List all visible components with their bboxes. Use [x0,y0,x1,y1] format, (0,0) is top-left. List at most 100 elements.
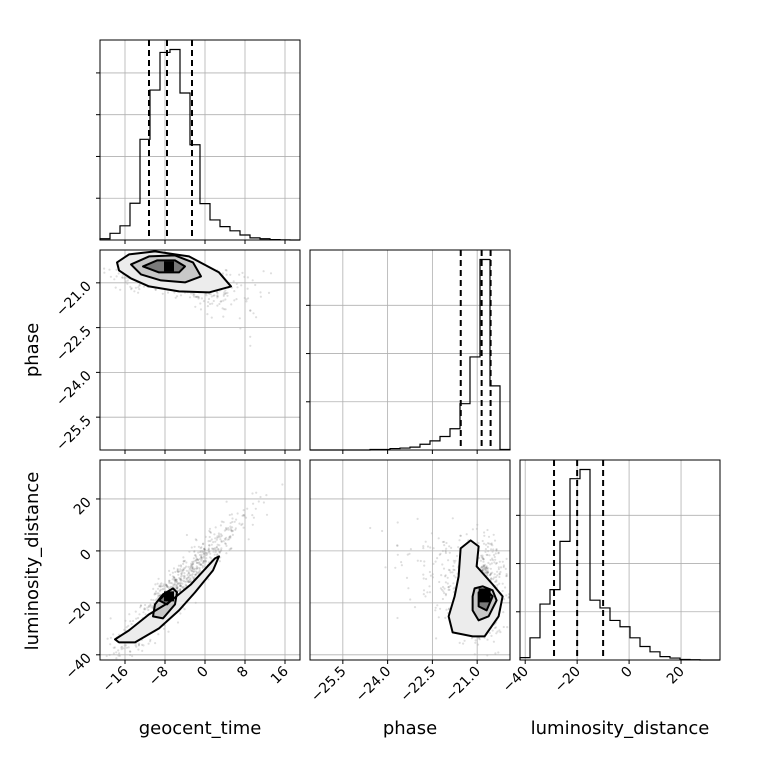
sample-point [216,294,219,297]
sample-point [174,580,177,583]
sample-point [452,565,455,568]
sample-point [229,536,232,539]
sample-point [443,540,446,544]
sample-point [486,569,489,572]
sample-point [262,270,265,273]
sample-point [135,617,138,620]
sample-point [451,571,454,574]
sample-point [495,561,498,565]
sample-point [193,560,196,563]
sample-point [447,586,450,589]
sample-point [173,583,176,587]
sample-point [181,570,184,573]
sample-point [247,297,250,300]
sample-point [222,315,225,318]
sample-point [183,566,187,570]
sample-point [173,577,176,580]
sample-point [183,576,186,579]
sample-point [484,566,487,569]
sample-point [216,304,219,307]
sample-point [218,551,221,554]
sample-point [183,559,187,562]
sample-point [251,523,254,526]
sample-point [443,587,446,590]
sample-point [178,584,181,588]
sample-point [217,536,220,539]
sample-point [489,574,492,577]
sample-point [486,638,489,641]
sample-point [486,553,489,557]
sample-point [166,291,170,294]
sample-point [216,536,219,540]
sample-point [495,579,498,582]
sample-point [180,578,183,581]
sample-point [208,544,211,547]
sample-point [502,565,505,569]
sample-point [159,583,162,586]
sample-point [492,553,496,557]
sample-point [210,538,213,541]
sample-point [486,574,489,577]
sample-point [212,299,215,303]
sample-point [191,573,194,576]
sample-point [176,567,179,571]
sample-point [492,640,495,643]
sample-point [483,565,486,568]
sample-point [422,577,425,580]
sample-point [485,567,488,570]
sample-point [137,644,140,647]
sample-point [206,305,209,308]
sample-point [498,575,501,579]
sample-point [125,626,128,629]
sample-point [452,582,455,585]
sample-point [222,294,225,297]
sample-point [103,267,106,270]
sample-point [191,567,194,570]
sample-point [454,559,457,562]
sample-point [478,638,481,641]
sample-point [197,551,200,554]
sample-point [474,639,477,642]
sample-point [144,603,147,607]
sample-point [132,619,135,623]
sample-point [439,607,442,610]
sample-point [176,621,180,624]
sample-point [501,560,504,563]
sample-point [445,547,448,550]
sample-point [185,584,188,587]
sample-point [212,548,215,551]
sample-point [447,588,450,592]
sample-point [157,633,160,636]
sample-point [137,291,140,294]
sample-point [171,575,174,578]
sample-point [493,539,497,542]
sample-point [457,546,460,549]
sample-point [444,575,447,578]
sample-point [192,557,195,560]
density-peak-marker [478,588,491,603]
sample-point [173,586,176,589]
sample-point [115,268,118,271]
sample-point [229,547,232,550]
sample-point [148,604,151,607]
sample-point [502,564,505,567]
sample-point [491,629,494,632]
sample-point [224,308,227,311]
sample-point [200,558,203,561]
sample-point [194,570,197,573]
xtick-label-luminosity_distance-3: 20 [664,664,688,688]
sample-point [191,560,194,563]
sample-point [190,574,193,577]
sample-point [504,586,507,589]
sample-point [128,650,132,653]
sample-point [197,570,200,573]
sample-point [121,276,124,279]
sample-point [189,569,192,572]
sample-point [138,613,141,616]
sample-point [224,542,227,545]
sample-point [194,559,197,562]
sample-point [214,551,217,554]
sample-point [210,295,213,298]
sample-point [482,565,485,568]
sample-point [425,577,428,581]
